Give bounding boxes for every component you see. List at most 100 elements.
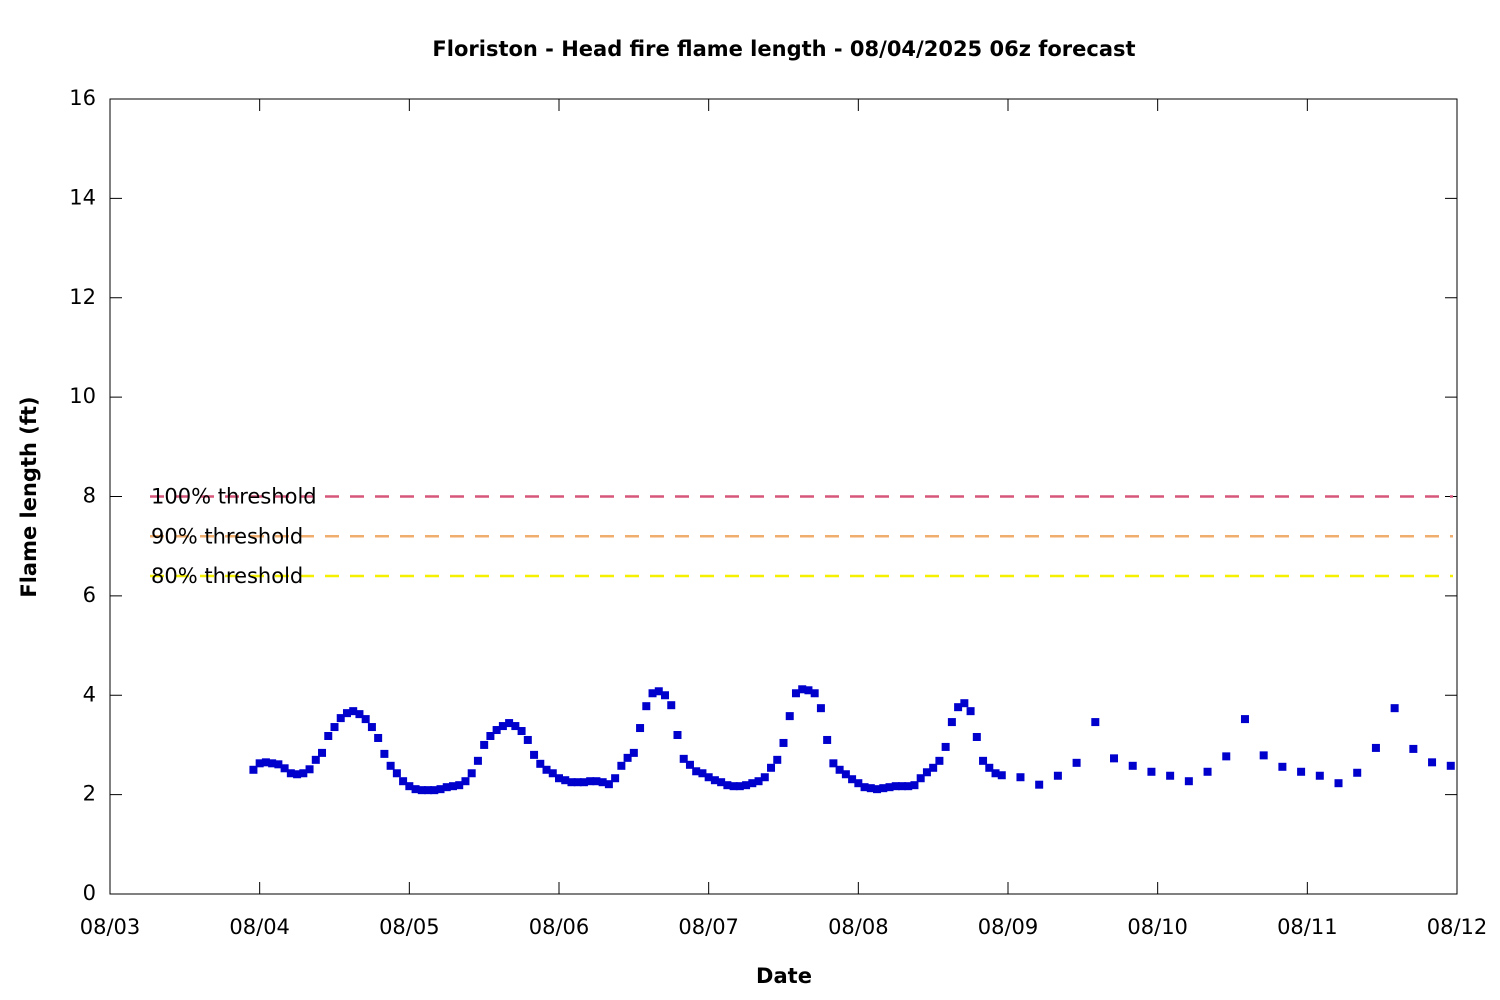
data-point xyxy=(1409,744,1418,753)
data-point xyxy=(604,780,613,789)
data-point xyxy=(997,771,1006,780)
data-point xyxy=(598,778,607,787)
data-point xyxy=(885,783,894,792)
data-point xyxy=(929,763,938,772)
data-point xyxy=(816,704,825,713)
y-tick-label: 4 xyxy=(83,682,96,706)
data-point xyxy=(985,763,994,772)
x-tick-label: 08/08 xyxy=(828,915,889,939)
data-point xyxy=(361,715,370,724)
data-point xyxy=(1128,761,1137,770)
data-point xyxy=(311,755,320,764)
data-point xyxy=(947,718,956,727)
data-point xyxy=(1203,767,1212,776)
data-point xyxy=(592,777,601,786)
data-point xyxy=(1334,779,1343,788)
data-point xyxy=(692,767,701,776)
data-point xyxy=(754,777,763,786)
y-tick-label: 2 xyxy=(83,782,96,806)
data-point xyxy=(1297,767,1306,776)
data-point xyxy=(1184,777,1193,786)
data-point xyxy=(399,777,408,786)
data-point xyxy=(897,782,906,791)
data-point xyxy=(261,758,270,767)
data-point xyxy=(773,755,782,764)
data-point xyxy=(654,687,663,696)
data-point xyxy=(511,722,520,731)
x-tick-label: 08/09 xyxy=(978,915,1039,939)
data-point xyxy=(667,701,676,710)
data-point xyxy=(810,689,819,698)
data-point xyxy=(374,733,383,742)
data-point xyxy=(318,748,327,757)
data-point xyxy=(717,778,726,787)
data-point xyxy=(954,703,963,712)
data-point xyxy=(854,779,863,788)
data-point xyxy=(355,710,364,719)
x-tick-label: 08/12 xyxy=(1427,915,1488,939)
y-tick-label: 16 xyxy=(69,86,96,110)
data-point xyxy=(1240,715,1249,724)
data-point xyxy=(960,699,969,708)
data-point xyxy=(1053,771,1062,780)
data-point xyxy=(299,769,308,778)
data-point xyxy=(791,689,800,698)
data-point xyxy=(442,783,451,792)
data-point xyxy=(972,732,981,741)
data-point xyxy=(548,769,557,778)
data-point xyxy=(723,781,732,790)
data-point xyxy=(436,785,445,794)
data-point xyxy=(517,727,526,736)
data-point xyxy=(748,779,757,788)
data-point xyxy=(729,782,738,791)
data-point xyxy=(835,765,844,774)
data-point xyxy=(916,774,925,783)
data-point xyxy=(941,742,950,751)
data-point xyxy=(573,778,582,787)
data-point xyxy=(1446,761,1455,770)
data-point xyxy=(760,773,769,782)
data-point xyxy=(1315,771,1324,780)
data-point xyxy=(268,759,277,768)
data-point xyxy=(392,769,401,778)
data-point xyxy=(586,777,595,786)
data-point xyxy=(1016,773,1025,782)
data-point xyxy=(879,784,888,793)
data-point xyxy=(779,738,788,747)
data-point xyxy=(480,740,489,749)
x-axis-title: Date xyxy=(756,964,812,988)
data-point xyxy=(1166,771,1175,780)
data-point xyxy=(1371,743,1380,752)
data-point xyxy=(579,778,588,787)
data-point xyxy=(461,777,470,786)
data-point xyxy=(1353,768,1362,777)
data-point xyxy=(1072,758,1081,767)
data-point xyxy=(735,782,744,791)
data-point xyxy=(910,781,919,790)
y-tick-label: 12 xyxy=(69,285,96,309)
data-point xyxy=(866,784,875,793)
data-point xyxy=(386,761,395,770)
data-point xyxy=(411,785,420,794)
data-point xyxy=(611,774,620,783)
data-point xyxy=(685,760,694,769)
data-point xyxy=(561,776,570,785)
x-tick-label: 08/04 xyxy=(229,915,290,939)
data-point xyxy=(1428,758,1437,767)
y-tick-label: 10 xyxy=(69,384,96,408)
x-tick-label: 08/11 xyxy=(1277,915,1338,939)
y-axis-title: Flame length (ft) xyxy=(17,396,41,597)
data-point xyxy=(848,775,857,784)
data-point xyxy=(661,691,670,700)
data-point xyxy=(492,726,501,735)
data-point xyxy=(742,781,751,790)
data-point xyxy=(673,731,682,739)
data-point xyxy=(505,719,514,728)
data-point xyxy=(636,724,645,733)
data-point xyxy=(542,765,551,774)
data-point xyxy=(523,735,532,744)
data-point xyxy=(798,685,807,694)
data-point xyxy=(1110,754,1119,763)
data-point xyxy=(1091,718,1100,727)
